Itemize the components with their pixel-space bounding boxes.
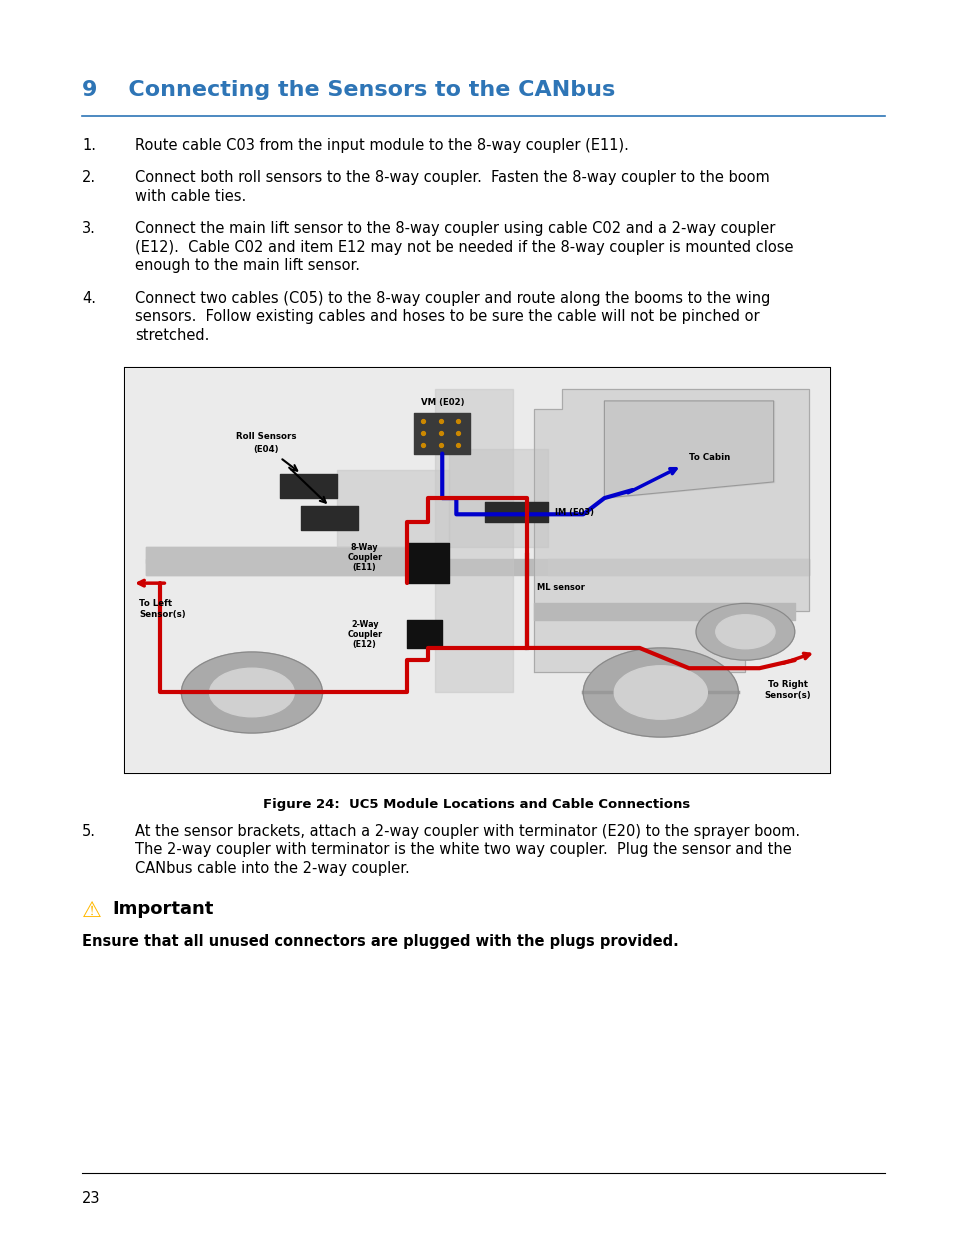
Text: 2-Way
Coupler
(E12): 2-Way Coupler (E12) xyxy=(347,620,382,650)
Text: CANbus cable into the 2-way coupler.: CANbus cable into the 2-way coupler. xyxy=(135,861,410,876)
Text: Connect both roll sensors to the 8-way coupler.  Fasten the 8-way coupler to the: Connect both roll sensors to the 8-way c… xyxy=(135,170,769,185)
Polygon shape xyxy=(604,401,773,498)
Circle shape xyxy=(614,666,706,719)
Text: Connect two cables (C05) to the 8-way coupler and route along the booms to the w: Connect two cables (C05) to the 8-way co… xyxy=(135,291,770,306)
Text: (E04): (E04) xyxy=(253,445,278,453)
Text: Connect the main lift sensor to the 8-way coupler using cable C02 and a 2-way co: Connect the main lift sensor to the 8-wa… xyxy=(135,221,775,236)
Text: Ensure that all unused connectors are plugged with the plugs provided.: Ensure that all unused connectors are pl… xyxy=(82,934,678,948)
Text: Figure 24:  UC5 Module Locations and Cable Connections: Figure 24: UC5 Module Locations and Cabl… xyxy=(263,799,690,811)
Text: To Left
Sensor(s): To Left Sensor(s) xyxy=(139,599,186,619)
Text: 1.: 1. xyxy=(82,138,96,153)
Bar xyxy=(125,368,829,773)
Text: The 2-way coupler with terminator is the white two way coupler.  Plug the sensor: The 2-way coupler with terminator is the… xyxy=(135,842,791,857)
Text: enough to the main lift sensor.: enough to the main lift sensor. xyxy=(135,258,359,273)
Circle shape xyxy=(715,615,774,648)
Polygon shape xyxy=(534,389,808,672)
Text: sensors.  Follow existing cables and hoses to be sure the cable will not be pinc: sensors. Follow existing cables and hose… xyxy=(135,310,759,325)
Text: 5.: 5. xyxy=(82,824,96,839)
Text: Important: Important xyxy=(112,900,213,919)
Text: ML sensor: ML sensor xyxy=(537,583,585,592)
Text: 8-Way
Coupler
(E11): 8-Way Coupler (E11) xyxy=(347,542,382,573)
Text: (E12).  Cable C02 and item E12 may not be needed if the 8-way coupler is mounted: (E12). Cable C02 and item E12 may not be… xyxy=(135,240,793,254)
Text: 2.: 2. xyxy=(82,170,96,185)
Text: 9    Connecting the Sensors to the CANbus: 9 Connecting the Sensors to the CANbus xyxy=(82,80,615,100)
Text: To Cabin: To Cabin xyxy=(688,453,729,462)
Text: VM (E02): VM (E02) xyxy=(420,398,463,408)
Text: 4.: 4. xyxy=(82,291,96,306)
Text: 23: 23 xyxy=(82,1191,100,1207)
Text: Roll Sensors: Roll Sensors xyxy=(235,432,296,441)
Text: with cable ties.: with cable ties. xyxy=(135,189,246,204)
Text: At the sensor brackets, attach a 2-way coupler with terminator (E20) to the spra: At the sensor brackets, attach a 2-way c… xyxy=(135,824,800,839)
Text: IM (E03): IM (E03) xyxy=(555,508,594,516)
Circle shape xyxy=(210,668,294,716)
Text: Route cable C03 from the input module to the 8-way coupler (E11).: Route cable C03 from the input module to… xyxy=(135,138,628,153)
Circle shape xyxy=(582,648,738,737)
Text: stretched.: stretched. xyxy=(135,329,209,343)
Text: To Right
Sensor(s): To Right Sensor(s) xyxy=(763,680,810,700)
Circle shape xyxy=(181,652,322,734)
Text: 3.: 3. xyxy=(82,221,95,236)
Circle shape xyxy=(696,604,794,659)
Text: ⚠: ⚠ xyxy=(82,900,102,920)
